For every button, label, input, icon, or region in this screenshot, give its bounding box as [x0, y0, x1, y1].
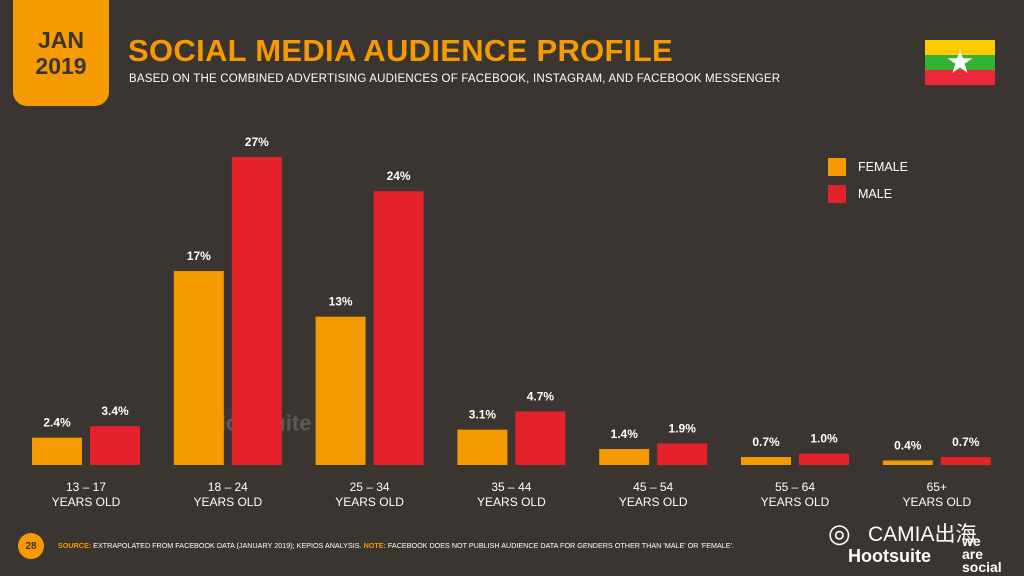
legend-item-female: FEMALE: [828, 153, 908, 180]
data-label-male-7: 0.7%: [952, 435, 980, 449]
bar-female-4: [457, 429, 508, 465]
date-badge: JAN 2019: [13, 0, 109, 106]
x-tick-label-2: 18 – 24: [208, 480, 248, 494]
we-are-social-logo: we are social: [962, 533, 1002, 575]
x-tick-sublabel-7: YEARS OLD: [902, 495, 971, 509]
x-tick-label-3: 25 – 34: [350, 480, 390, 494]
legend-label-male: MALE: [858, 186, 893, 201]
note-key: NOTE:: [363, 541, 386, 550]
note-text: FACEBOOK DOES NOT PUBLISH AUDIENCE DATA …: [385, 541, 734, 550]
data-label-male-2: 27%: [245, 135, 269, 149]
logo-we: we: [962, 533, 981, 549]
x-tick-sublabel-2: YEARS OLD: [193, 495, 262, 509]
chart-legend: FEMALE MALE: [828, 153, 908, 207]
myanmar-flag-icon: [925, 40, 995, 85]
data-label-female-3: 13%: [329, 295, 353, 309]
data-label-female-7: 0.4%: [894, 438, 922, 452]
bar-female-6: [741, 457, 791, 465]
bar-female-7: [882, 460, 933, 465]
bar-male-4: [515, 411, 566, 465]
page-number: 28: [18, 533, 44, 559]
bar-male-6: [799, 453, 849, 465]
source-note: SOURCE: EXTRAPOLATED FROM FACEBOOK DATA …: [58, 541, 734, 550]
legend-item-male: MALE: [828, 180, 908, 207]
bar-male-5: [657, 443, 708, 465]
data-label-male-5: 1.9%: [669, 421, 697, 435]
x-tick-label-6: 55 – 64: [775, 480, 815, 494]
data-label-female-2: 17%: [187, 249, 211, 263]
hootsuite-logo: Hootsuite: [848, 546, 931, 566]
data-label-male-3: 24%: [387, 169, 411, 183]
x-tick-sublabel-5: YEARS OLD: [619, 495, 688, 509]
logo-are: are: [962, 546, 984, 562]
x-tick-label-4: 35 – 44: [491, 480, 531, 494]
data-label-male-6: 1.0%: [810, 432, 838, 446]
branding: ◎ CAMIA出海 Hootsuite we are social: [828, 515, 1018, 575]
logo-social: social: [962, 559, 1002, 575]
legend-swatch-female: [828, 157, 846, 176]
x-tick-label-7: 65+: [927, 480, 947, 494]
x-tick-label-1: 13 – 17: [66, 480, 106, 494]
bar-male-1: [90, 426, 140, 465]
legend-label-female: FEMALE: [858, 159, 909, 174]
data-label-female-6: 0.7%: [752, 435, 780, 449]
bar-female-5: [599, 449, 650, 465]
x-tick-sublabel-6: YEARS OLD: [761, 495, 830, 509]
page-title: SOCIAL MEDIA AUDIENCE PROFILE: [128, 33, 673, 68]
data-label-female-5: 1.4%: [611, 427, 639, 441]
x-tick-sublabel-3: YEARS OLD: [335, 495, 404, 509]
data-label-male-1: 3.4%: [101, 404, 129, 418]
date-month: JAN: [37, 27, 84, 53]
x-tick-sublabel-4: YEARS OLD: [477, 495, 546, 509]
source-key: SOURCE:: [58, 541, 92, 550]
date-year: 2019: [35, 53, 87, 79]
x-tick-label-5: 45 – 54: [633, 480, 673, 494]
brand-name: CAMIA出海: [868, 523, 977, 546]
legend-swatch-male: [828, 184, 846, 203]
x-tick-sublabel-1: YEARS OLD: [52, 495, 121, 509]
bar-male-7: [940, 457, 991, 465]
bar-female-3: [315, 316, 366, 465]
data-label-female-4: 3.1%: [469, 408, 497, 422]
bar-male-2: [231, 157, 282, 465]
data-label-male-4: 4.7%: [527, 389, 555, 403]
bar-female-1: [32, 437, 82, 465]
page-subtitle: BASED ON THE COMBINED ADVERTISING AUDIEN…: [129, 73, 781, 85]
bar-female-2: [173, 271, 224, 465]
wechat-icon: ◎: [828, 518, 851, 548]
bar-male-3: [373, 191, 424, 465]
data-label-female-1: 2.4%: [43, 416, 71, 430]
source-text: EXTRAPOLATED FROM FACEBOOK DATA (JANUARY…: [91, 541, 364, 550]
